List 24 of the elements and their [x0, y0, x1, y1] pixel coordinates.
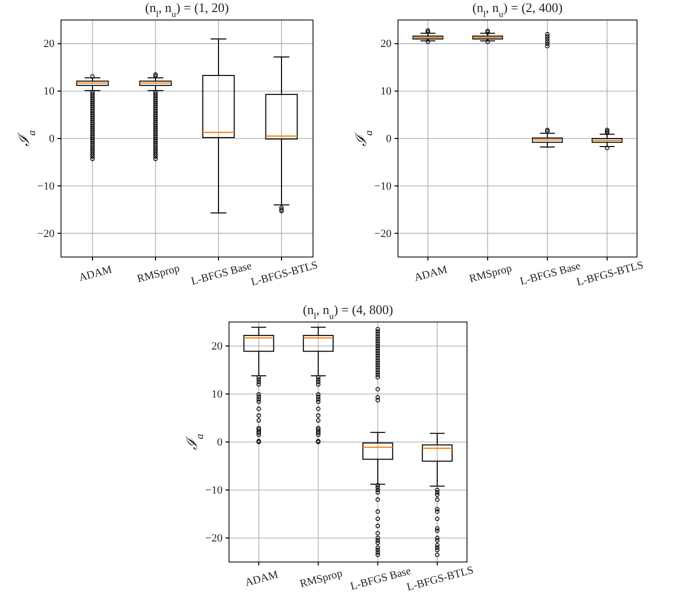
y-tick-label: 0: [217, 436, 223, 449]
x-tick-label: RMSprop: [136, 262, 182, 286]
y-tick-label: −20: [205, 532, 223, 545]
y-tick-label: 20: [380, 38, 392, 50]
chart-title: (n$_{l}$, n$_{u}$) = (2, 400): [472, 0, 563, 19]
y-tick-label: −10: [37, 180, 55, 192]
y-tick-label: 10: [212, 388, 223, 401]
x-tick-label: ADAM: [78, 264, 114, 284]
y-tick-label: 20: [44, 38, 55, 50]
x-tick-label: RMSprop: [298, 567, 344, 590]
chart-title: (n$_{l}$, n$_{u}$) = (1, 20): [145, 0, 229, 19]
y-tick-label: 0: [49, 133, 55, 146]
x-tick-label: RMSprop: [468, 262, 514, 286]
y-tick-label: 0: [386, 133, 392, 146]
y-tick-label: 20: [212, 340, 223, 353]
y-tick-label: −20: [374, 228, 392, 240]
y-tick-label: −10: [205, 484, 223, 497]
y-tick-label: −20: [37, 228, 55, 240]
y-tick-label: 10: [44, 86, 55, 98]
y-tick-label: 10: [380, 86, 392, 98]
y-tick-label: −10: [374, 180, 392, 192]
x-tick-label: ADAM: [244, 568, 280, 590]
x-tick-label: ADAM: [413, 264, 449, 284]
chart-title: (n$_{l}$, n$_{u}$) = (4, 800): [302, 302, 394, 321]
